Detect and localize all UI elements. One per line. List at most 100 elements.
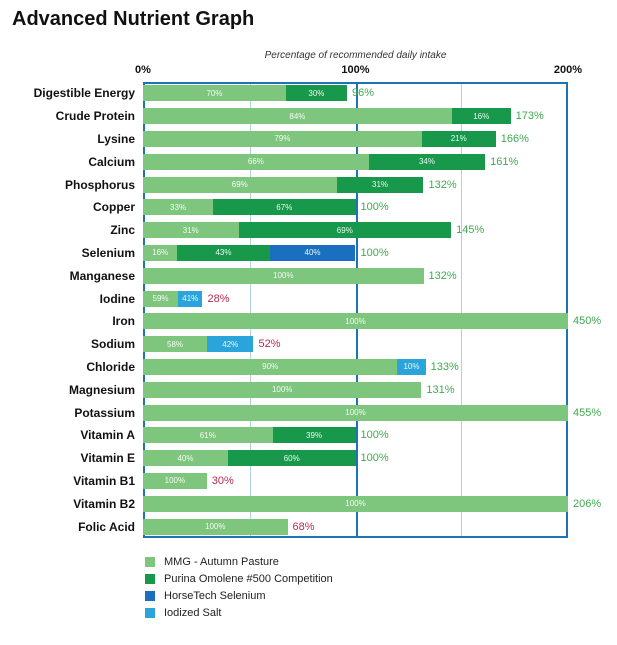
bar-segment-mmg: 40%: [143, 450, 228, 467]
category-label: Copper: [93, 200, 135, 215]
total-label: 166%: [500, 132, 529, 145]
row-plot-cell: 100% 132%: [143, 264, 568, 287]
segment-label: 31%: [182, 225, 199, 235]
stacked-bar: 100%: [143, 381, 422, 398]
row-plot-cell: 69% 31% 132%: [143, 173, 568, 196]
segment-label: 58%: [167, 339, 184, 349]
bar-segment-iodized: 41%: [178, 290, 203, 307]
segment-label: 100%: [273, 271, 294, 281]
segment-label: 33%: [170, 202, 187, 212]
stacked-bar: 70% 30%: [143, 85, 347, 102]
total-label: 131%: [426, 383, 455, 396]
chart-row: Sodium 58% 42% 52%: [0, 333, 617, 356]
chart-row: Vitamin A 61% 39% 100%: [0, 424, 617, 447]
bar-segment-purina: 60%: [228, 450, 356, 467]
row-plot-cell: 90% 10% 133%: [143, 356, 568, 379]
stacked-bar: 100%: [143, 267, 424, 284]
category-label: Vitamin B2: [73, 496, 135, 511]
total-label: 96%: [352, 87, 375, 100]
segment-label: 66%: [247, 157, 264, 167]
segment-label: 100%: [164, 476, 186, 486]
row-plot-cell: 66% 34% 161%: [143, 150, 568, 173]
stacked-bar: 79% 21%: [143, 130, 496, 147]
row-plot-cell: 33% 67% 100%: [143, 196, 568, 219]
chart-row: Manganese 100% 132%: [0, 264, 617, 287]
stacked-bar: 100%: [143, 472, 207, 489]
stacked-bar: 31% 69%: [143, 222, 452, 239]
category-label: Digestible Energy: [33, 86, 135, 101]
row-plot-cell: 31% 69% 145%: [143, 219, 568, 242]
stacked-bar: 100%: [143, 495, 568, 512]
segment-label: 60%: [283, 453, 300, 463]
segment-label: 84%: [289, 111, 306, 121]
segment-label: 42%: [222, 339, 239, 349]
bar-segment-mmg: 69%: [143, 176, 337, 193]
bar-segment-purina: 31%: [336, 176, 424, 193]
chart-row: Vitamin B2 100% 206%: [0, 492, 617, 515]
gridline: [460, 84, 462, 536]
stacked-bar: 61% 39%: [143, 427, 356, 444]
chart-row: Folic Acid 100% 68%: [0, 515, 617, 538]
stacked-bar: 59% 41%: [143, 290, 203, 307]
stacked-bar: 16% 43% 40%: [143, 244, 356, 261]
category-label: Zinc: [110, 223, 135, 238]
segment-label: 61%: [199, 430, 216, 440]
row-plot-cell: 84% 16% 173%: [143, 105, 568, 128]
legend-label: Purina Omolene #500 Competition: [164, 572, 333, 585]
row-plot-cell: 61% 39% 100%: [143, 424, 568, 447]
bar-segment-iodized: 42%: [207, 336, 254, 353]
total-label: 206%: [573, 497, 602, 510]
legend-label: MMG - Autumn Pasture: [164, 555, 279, 568]
chart-row: Phosphorus 69% 31% 132%: [0, 173, 617, 196]
category-label: Chloride: [86, 359, 135, 374]
row-plot-cell: 100% 30%: [143, 470, 568, 493]
legend-label: HorseTech Selenium: [164, 589, 266, 602]
segment-label: 10%: [403, 362, 420, 372]
tick-label: 200%: [553, 64, 583, 76]
total-label: 100%: [360, 429, 389, 442]
bar-segment-mmg: 100%: [143, 472, 207, 489]
chart-row: Magnesium 100% 131%: [0, 378, 617, 401]
total-label: 52%: [258, 338, 281, 351]
row-plot-cell: 16% 43% 40% 100%: [143, 242, 568, 265]
segment-label: 100%: [345, 499, 366, 509]
bar-rows: Digestible Energy 70% 30% 96% Crude Protein 8…: [0, 82, 617, 538]
bar-segment-mmg: 33%: [143, 199, 214, 216]
legend: MMG - Autumn Pasture Purina Omolene #500 …: [145, 553, 333, 621]
bar-segment-mmg: 31%: [143, 222, 239, 239]
legend-item: Iodized Salt: [145, 604, 333, 621]
bar-segment-purina: 69%: [238, 222, 452, 239]
total-label: 173%: [515, 110, 544, 123]
gridline: [250, 84, 252, 536]
category-label: Manganese: [69, 268, 135, 283]
legend-item: HorseTech Selenium: [145, 587, 333, 604]
stacked-bar: 69% 31%: [143, 176, 424, 193]
total-label: 145%: [456, 224, 485, 237]
segment-label: 16%: [152, 248, 169, 258]
total-label: 455%: [573, 406, 602, 419]
chart-row: Vitamin B1 100% 30%: [0, 470, 617, 493]
chart-row: Lysine 79% 21% 166%: [0, 128, 617, 151]
bar-segment-mmg: 100%: [143, 518, 288, 535]
segment-label: 100%: [205, 522, 226, 532]
chart-row: Digestible Energy 70% 30% 96%: [0, 82, 617, 105]
bar-segment-mmg: 79%: [143, 130, 422, 147]
legend-item: Purina Omolene #500 Competition: [145, 570, 333, 587]
category-label: Calcium: [88, 154, 135, 169]
total-label: 132%: [428, 269, 457, 282]
category-label: Iron: [112, 314, 135, 329]
total-label: 161%: [490, 155, 519, 168]
chart-row: Potassium 100% 455%: [0, 401, 617, 424]
stacked-bar: 40% 60%: [143, 450, 356, 467]
stacked-bar: 90% 10%: [143, 358, 426, 375]
stacked-bar: 84% 16%: [143, 108, 511, 125]
total-label: 68%: [292, 520, 315, 533]
stacked-bar: 33% 67%: [143, 199, 356, 216]
chart-row: Calcium 66% 34% 161%: [0, 150, 617, 173]
bar-segment-purina: 67%: [213, 199, 356, 216]
total-label: 28%: [207, 292, 230, 305]
total-label: 30%: [211, 474, 234, 487]
bar-segment-mmg: 58%: [143, 336, 208, 353]
bar-segment-purina: 21%: [421, 130, 496, 147]
bar-segment-mmg: 90%: [143, 358, 398, 375]
